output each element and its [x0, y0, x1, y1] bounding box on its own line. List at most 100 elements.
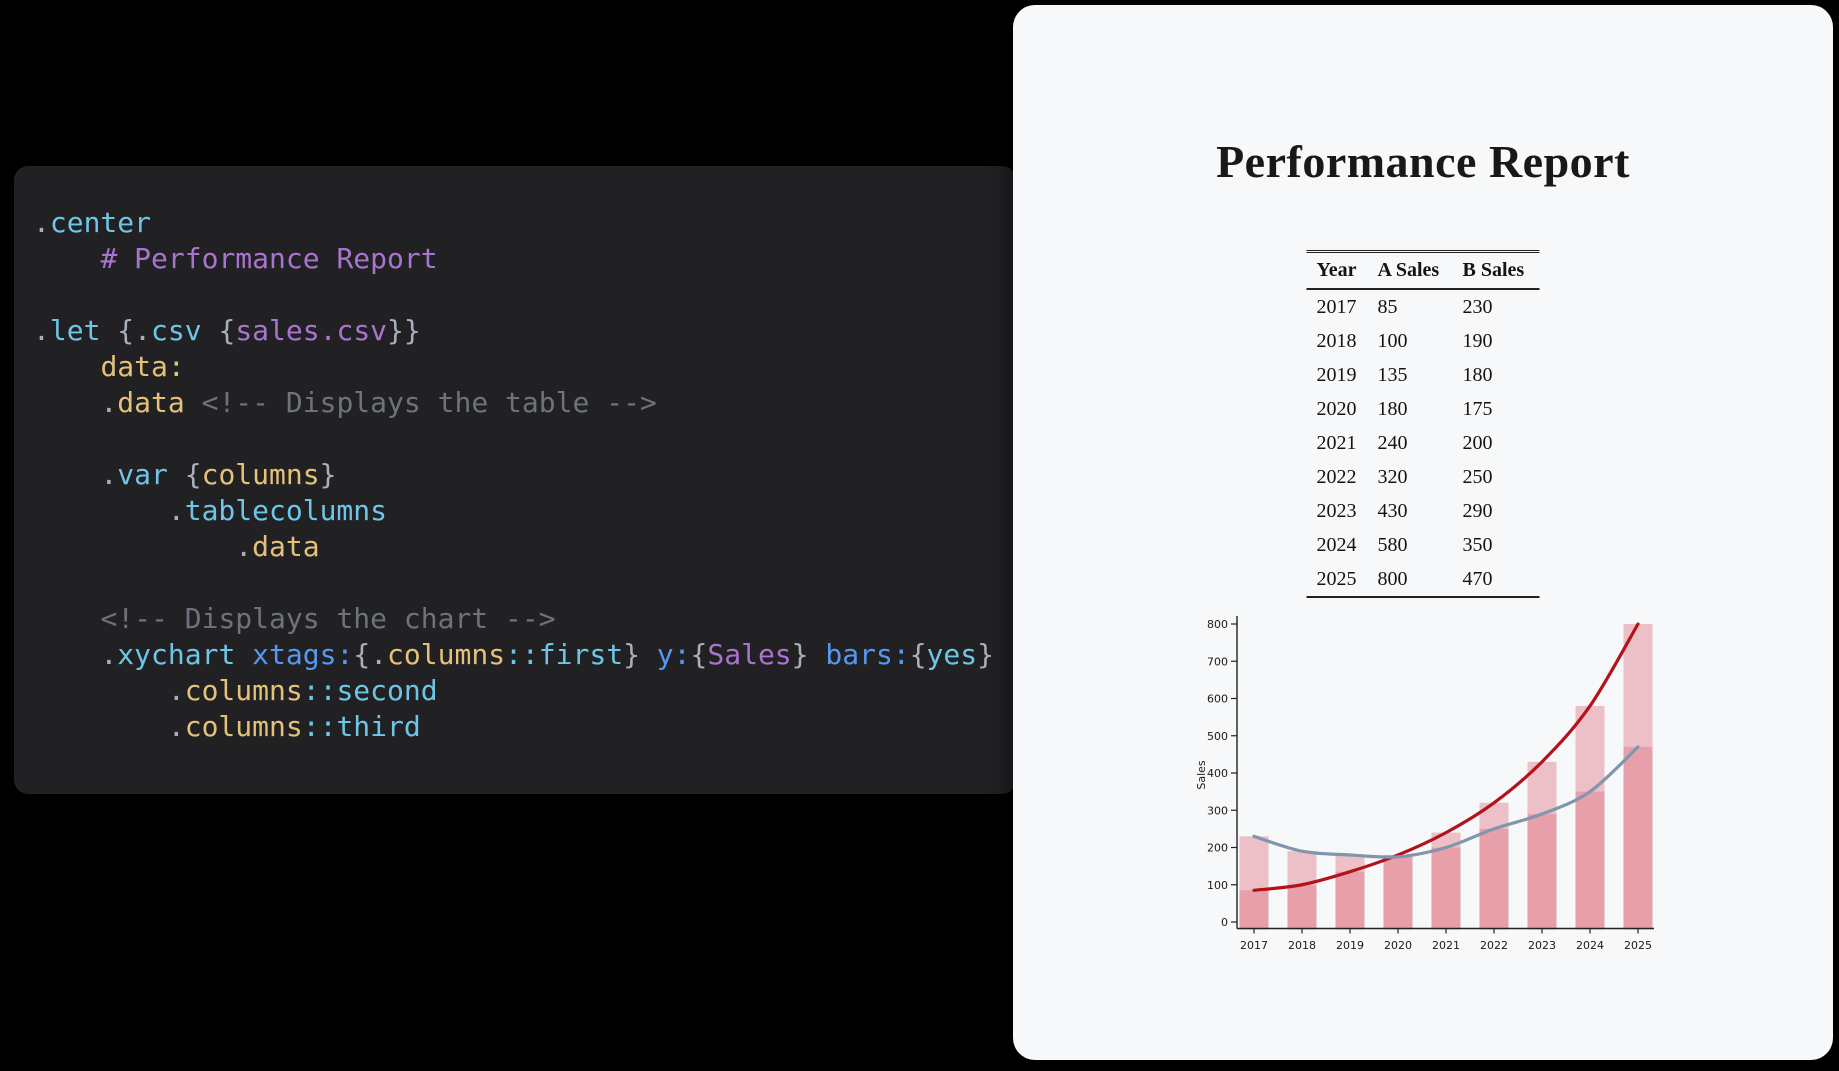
column-header: Year	[1316, 259, 1357, 281]
y-tick-label: 600	[1207, 693, 1228, 706]
table-cell: 320	[1377, 465, 1408, 488]
preview-panel: Performance Report Year A Sales B Sales 20…	[1013, 5, 1833, 1060]
code-token: {	[184, 458, 202, 491]
code-line: .columns::third	[33, 709, 1016, 745]
x-tick-label: 2025	[1624, 939, 1652, 952]
x-tick-label: 2024	[1576, 939, 1604, 952]
code-token: .	[33, 206, 50, 239]
code-token: ::second	[302, 674, 438, 707]
code-token: yes	[926, 638, 978, 671]
x-tick-label: 2017	[1240, 939, 1268, 952]
table-cell: 200	[1462, 431, 1493, 454]
table-cell: 2025	[1316, 567, 1357, 590]
table-cell: 2024	[1316, 533, 1357, 556]
code-token	[33, 494, 168, 527]
table-row: 2023 430 290	[1307, 494, 1540, 528]
code-token	[33, 530, 235, 563]
table-row: 2021 240 200	[1307, 426, 1540, 460]
code-token	[33, 674, 168, 707]
bar	[1431, 847, 1461, 930]
code-line: data:	[33, 349, 1016, 385]
table-row: 2019 135 180	[1307, 358, 1540, 392]
code-token: {	[353, 638, 371, 671]
code-token: {	[909, 638, 927, 671]
code-token	[33, 638, 100, 671]
table-cell: 2019	[1316, 363, 1357, 386]
y-tick-label: 400	[1207, 767, 1228, 780]
table-row: 2025 800 470	[1307, 562, 1540, 597]
code-token	[33, 602, 100, 635]
sales-table-body: 2017 85 230 2018 100 190 2019 135 180 2020 180 175 2…	[1307, 289, 1540, 597]
code-token: .	[33, 314, 50, 347]
code-token	[168, 458, 185, 491]
code-line: # Performance Report	[33, 241, 1016, 277]
table-row: 2020 180 175	[1307, 392, 1540, 426]
table-cell: 350	[1462, 533, 1493, 556]
table-cell: 2022	[1316, 465, 1357, 488]
table-row: 2018 100 190	[1307, 324, 1540, 358]
table-cell: 290	[1462, 499, 1493, 522]
code-token: {	[690, 638, 708, 671]
code-token: <!-- Displays the table -->	[201, 386, 657, 419]
code-token: <!-- Displays the chart -->	[100, 602, 556, 635]
table-cell: 2023	[1316, 499, 1357, 522]
code-line: .tablecolumns	[33, 493, 1016, 529]
code-token	[100, 314, 117, 347]
column-header: A Sales	[1377, 259, 1440, 281]
sales-chart: 0 100 200 300 400 500 600 700 800 2017 2018 2019 202…	[1195, 616, 1654, 952]
code-token: .	[134, 314, 152, 347]
code-token: # Performance Report	[100, 242, 438, 275]
table-cell: 230	[1462, 295, 1493, 318]
code-line: .data <!-- Displays the table -->	[33, 385, 1016, 421]
code-token	[185, 386, 202, 419]
code-token: csv	[151, 314, 202, 347]
code-token	[809, 638, 826, 671]
code-editor-panel[interactable]: .center # Performance Report .let {.csv …	[14, 166, 1016, 794]
code-line: .data	[33, 529, 1016, 565]
code-token: columns	[201, 458, 320, 491]
trend-line	[1252, 745, 1640, 859]
code-token	[33, 386, 100, 419]
bar	[1575, 705, 1605, 930]
bar	[1575, 791, 1605, 930]
y-tick-label: 200	[1207, 842, 1228, 855]
x-tick-label: 2021	[1432, 939, 1460, 952]
bar	[1527, 761, 1557, 930]
code-line: .columns::second	[33, 673, 1016, 709]
bar	[1287, 851, 1317, 930]
bar	[1383, 856, 1413, 930]
table-cell: 190	[1462, 329, 1493, 352]
x-tick-label: 2020	[1384, 939, 1412, 952]
y-tick-label: 700	[1207, 655, 1228, 668]
code-token	[235, 638, 252, 671]
bar	[1479, 802, 1509, 930]
trend-line	[1252, 622, 1640, 892]
code-token: xtags:	[252, 638, 354, 671]
code-token	[33, 242, 100, 275]
sales-table-header: Year A Sales B Sales	[1306, 251, 1540, 289]
table-row: 2022 320 250	[1307, 460, 1540, 494]
bar	[1239, 890, 1269, 930]
code-token	[33, 458, 100, 491]
table-cell: 430	[1377, 499, 1408, 522]
code-token	[202, 314, 219, 347]
x-tick-label: 2019	[1336, 939, 1364, 952]
code-line: .let {.csv {sales.csv}}	[33, 313, 1016, 349]
column-header: B Sales	[1462, 259, 1525, 281]
table-row: 2024 580 350	[1307, 528, 1540, 562]
code-token: Sales	[707, 638, 792, 671]
table-cell: 180	[1377, 397, 1408, 420]
code-token: }	[319, 458, 337, 491]
code-token	[640, 638, 657, 671]
bar	[1335, 854, 1365, 930]
code-token: data	[252, 530, 320, 563]
y-tick-label: 500	[1207, 730, 1228, 743]
code-token: data	[117, 386, 185, 419]
code-token: data:	[100, 350, 185, 383]
x-tick-label: 2023	[1528, 939, 1556, 952]
code-token	[33, 350, 100, 383]
code-token: .	[100, 386, 118, 419]
code-token: .	[100, 638, 118, 671]
code-token: columns	[184, 710, 303, 743]
code-token: }	[623, 638, 640, 671]
